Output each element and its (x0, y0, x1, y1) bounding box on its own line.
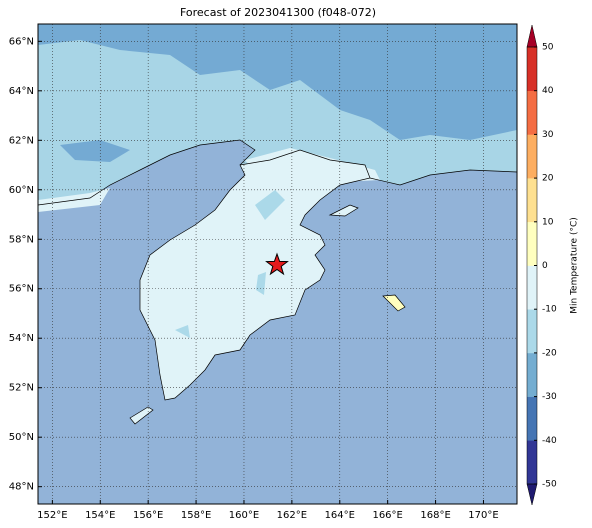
colorbar-under (526, 483, 538, 506)
x-tick-label: 154°E (85, 510, 115, 521)
colorbar-label: Min Temperature (°C) (570, 217, 580, 314)
y-tick-label: 58°N (9, 234, 34, 245)
y-tick-label: 60°N (9, 185, 34, 196)
colorbar-segment (527, 265, 537, 310)
grid (38, 24, 517, 504)
x-tick-label: 158°E (181, 510, 211, 521)
colorbar-segment (527, 178, 537, 223)
map-frame (37, 23, 518, 505)
cool-patch (175, 190, 285, 338)
map-area (38, 24, 517, 504)
x-tick-label: 152°E (37, 510, 67, 521)
map-title: Forecast of 2023041300 (f048-072) (180, 6, 376, 19)
cold-patch (38, 24, 517, 140)
y-tick-label: 52°N (9, 383, 34, 394)
colorbar-segment (527, 396, 537, 441)
colorbar-segment (527, 440, 537, 485)
island (129, 406, 154, 425)
colorbar-segment (527, 221, 537, 266)
colorbar-segment (527, 352, 537, 397)
x-tick-label: 156°E (133, 510, 163, 521)
colorbar-over (526, 24, 538, 48)
island (328, 204, 359, 217)
y-tick-label: 54°N (9, 333, 34, 344)
colorbar-tick-label: -10 (542, 305, 557, 315)
location-star (265, 252, 289, 276)
colorbar-segment (527, 47, 537, 91)
colorbar-segment (527, 134, 537, 179)
kamchatka (139, 149, 371, 401)
colorbar-segment (527, 90, 537, 135)
colorbar-tick-label: 40 (542, 86, 554, 96)
x-tick-label: 160°E (229, 510, 259, 521)
colorbar-tick-label: -20 (542, 348, 557, 358)
colorbar-tick-label: -40 (542, 436, 557, 446)
x-tick-label: 166°E (372, 510, 402, 521)
coastline (38, 139, 517, 206)
y-tick-label: 48°N (9, 482, 34, 493)
y-tick-label: 62°N (9, 135, 34, 146)
y-tick-label: 64°N (9, 86, 34, 97)
y-tick-label: 50°N (9, 432, 34, 443)
colorbar-tick-label: 10 (542, 217, 554, 227)
colorbar-tick-label: 20 (542, 174, 554, 184)
colorbar-tick-label: -30 (542, 392, 557, 402)
colorbar-tick-label: 0 (542, 261, 548, 271)
x-tick-label: 170°E (468, 510, 498, 521)
colorbar-tick-label: 50 (542, 43, 554, 53)
colorbar-segment (527, 309, 537, 354)
x-tick-label: 164°E (325, 510, 355, 521)
colorbar-tick-label: -50 (542, 480, 557, 490)
island (382, 294, 406, 312)
x-tick-label: 168°E (420, 510, 450, 521)
x-tick-label: 162°E (277, 510, 307, 521)
y-tick-label: 56°N (9, 284, 34, 295)
colorbar-tick-label: 30 (542, 130, 554, 140)
cold-patch (60, 140, 130, 162)
cold-patch (50, 50, 280, 130)
y-tick-label: 66°N (9, 36, 34, 47)
